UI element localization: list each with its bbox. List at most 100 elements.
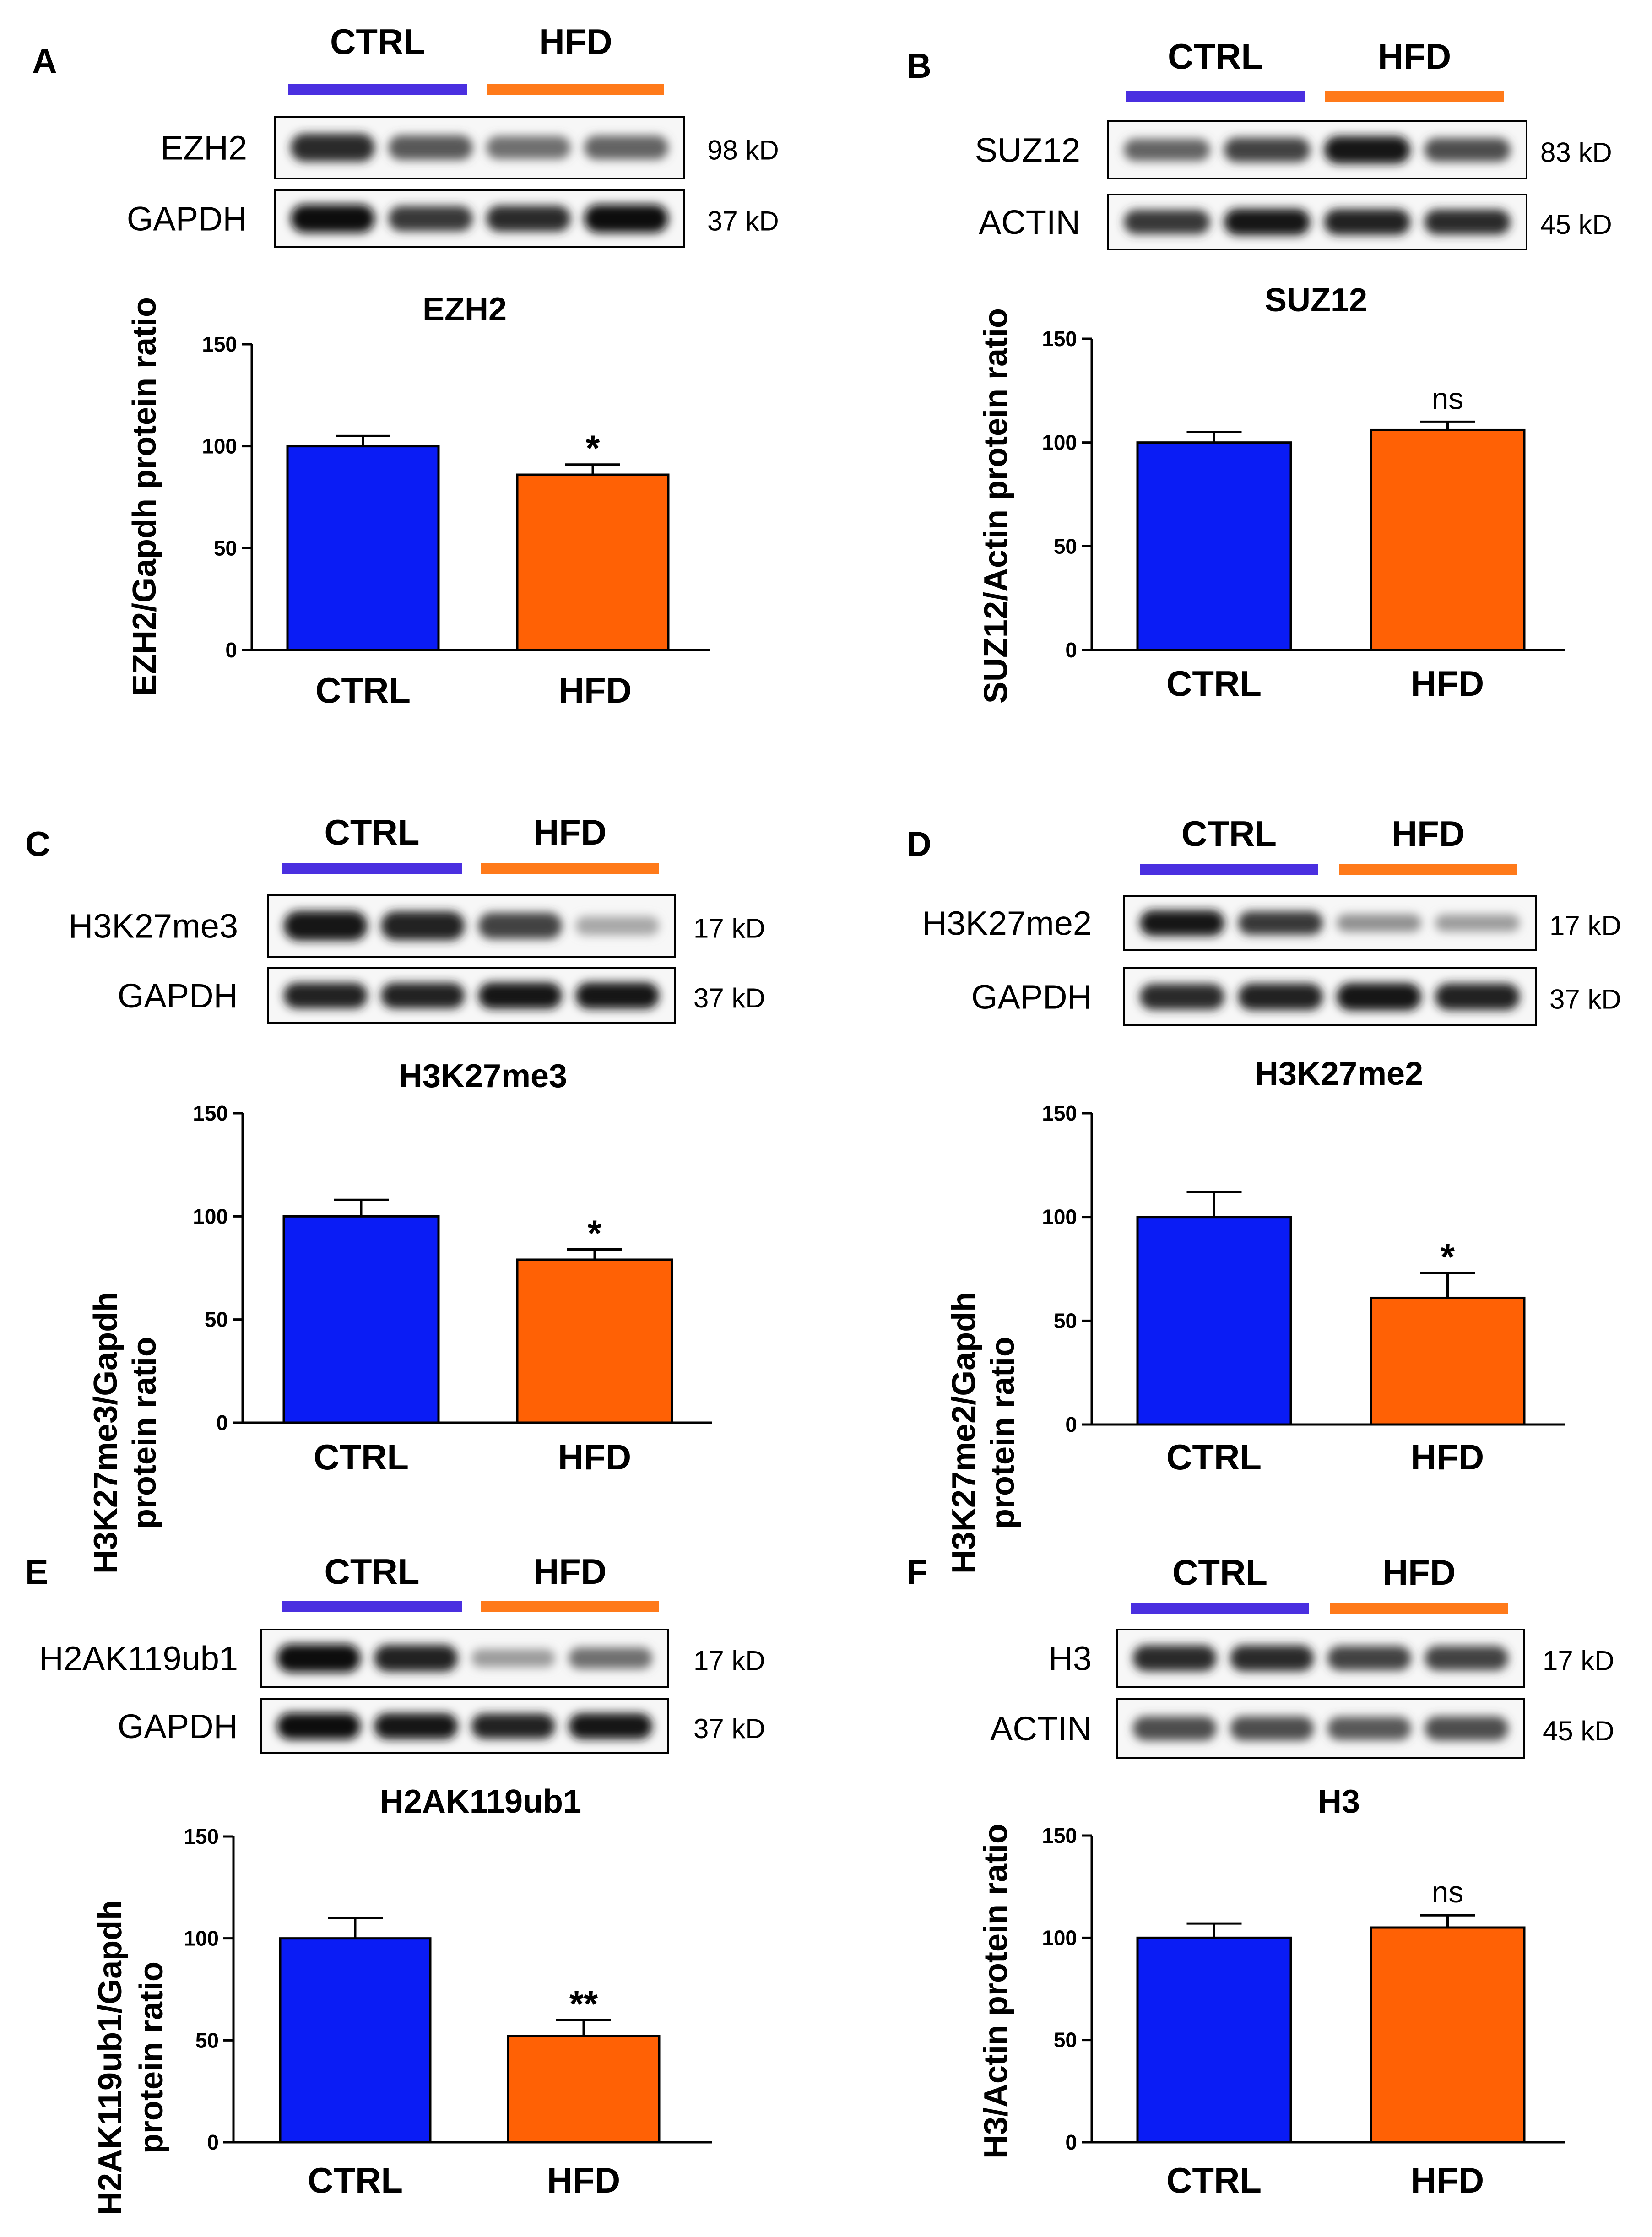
x-tick-label: CTRL [1166,2160,1262,2200]
ctrl-group-line [1131,1603,1309,1614]
protein-label: SUZ12 [975,131,1080,169]
control-band [1132,1716,1217,1741]
control-band [381,982,465,1009]
protein-band [584,135,669,160]
protein-label: EZH2 [161,129,247,167]
ctrl-group-line [288,84,467,95]
hfd-group-line [487,84,664,95]
x-tick-label: HFD [1411,2160,1484,2200]
protein-band [1435,914,1520,932]
y-tick-label: 0 [225,638,237,662]
bar-hfd [507,2035,661,2144]
protein-band [283,910,368,941]
x-tick-label: HFD [1411,1437,1484,1477]
chart-title: EZH2 [422,291,507,328]
x-tick-label: CTRL [1166,663,1262,704]
protein-band [388,135,473,160]
control-band [584,204,669,233]
blot-group-ctrl: CTRL [330,22,425,62]
control-label: GAPDH [118,977,238,1015]
protein-band [575,916,660,936]
y-tick-label: 150 [202,332,237,356]
blot-group-hfd: HFD [1378,36,1451,76]
bar-hfd [516,473,670,651]
protein-band [1327,1646,1411,1671]
y-tick-label: 150 [1042,327,1077,351]
y-tick-label: 100 [1042,1205,1077,1229]
protein-kd: 98 kD [707,135,779,166]
y-axis-label: H2AK119ub1/Gapdh protein ratio [92,1900,170,2215]
y-tick-label: 100 [1042,1926,1077,1950]
y-axis-label-line: H3K27me2/Gapdh [946,1292,982,1574]
protein-label: H2AK119ub1 [39,1640,238,1678]
protein-kd: 17 kD [693,1646,765,1676]
protein-band [1425,1646,1509,1671]
y-tick-label: 0 [1065,2130,1077,2154]
control-band [1327,1717,1411,1740]
bar-ctrl [1136,1936,1292,2144]
significance-label: ns [1432,381,1464,415]
y-axis-label-line: EZH2/Gapdh protein ratio [126,297,163,696]
control-label: GAPDH [971,978,1092,1016]
panel-e: E CTRL HFD H2AK119ub1 17 kD GAPDH 37 kD H2AK119… [25,1551,765,2215]
protein-band [1238,911,1323,935]
y-axis-label-line: protein ratio [133,1961,170,2154]
bar-ctrl [1136,1216,1292,1426]
control-kd: 45 kD [1543,1716,1614,1746]
significance-label: ns [1432,1875,1464,1909]
y-tick-label: 100 [184,1927,219,1950]
y-tick-label: 0 [1065,1413,1077,1436]
y-axis-label-line: H3K27me3/Gapdh [87,1292,124,1574]
protein-kd: 17 kD [693,913,765,944]
significance-label: * [585,428,600,469]
protein-band [290,133,375,162]
blot-group-ctrl: CTRL [325,1551,420,1592]
control-band [1238,983,1323,1010]
significance-label: * [1441,1236,1455,1277]
control-band [1424,209,1511,235]
blot-group-ctrl: CTRL [325,812,420,852]
control-band [1140,984,1224,1010]
blot-group-hfd: HFD [533,812,607,852]
panel-f: F CTRL HFD H3 17 kD ACTIN 45 kD H3 0 50 100 150 H3/A… [906,1552,1614,2200]
control-kd: 37 kD [693,1713,765,1744]
control-band [1224,209,1311,235]
y-axis-label-line: protein ratio [985,1337,1021,1529]
control-label: ACTIN [979,203,1080,241]
x-tick-label: CTRL [315,670,411,710]
bar-hfd [1370,428,1526,651]
bar-hfd [516,1258,673,1424]
protein-kd: 17 kD [1549,910,1621,941]
chart-title: H3K27me2 [1255,1056,1423,1092]
panel-letter: C [25,825,50,864]
control-band [283,982,368,1009]
control-kd: 45 kD [1540,209,1612,240]
control-kd: 37 kD [693,983,765,1013]
protein-band [486,136,571,159]
hfd-group-line [1325,91,1504,102]
control-band [1435,983,1520,1010]
control-band [374,1713,458,1739]
chart-title: H3 [1318,1783,1360,1820]
x-tick-label: HFD [1411,663,1484,704]
y-axis-label-line: H3/Actin protein ratio [978,1824,1014,2159]
control-band [388,206,473,232]
blot-group-ctrl: CTRL [1181,813,1277,854]
control-band [290,204,375,233]
y-tick-label: 50 [1054,1309,1077,1332]
panel-b: B CTRL HFD SUZ12 83 kD ACTIN 45 kD SUZ12 0 50 100 1… [906,36,1612,704]
bar-ctrl [286,445,440,651]
y-axis-label: H3K27me2/Gapdh protein ratio [946,1292,1021,1574]
chart-title: SUZ12 [1265,282,1367,319]
protein-band [381,911,465,941]
significance-label: ** [569,1983,598,2024]
protein-band [471,1649,555,1668]
y-tick-label: 150 [1042,1101,1077,1125]
y-tick-label: 0 [216,1411,228,1435]
ctrl-group-line [1126,91,1305,102]
protein-band [1224,137,1311,162]
control-band [276,1712,361,1740]
y-tick-label: 100 [202,434,237,458]
